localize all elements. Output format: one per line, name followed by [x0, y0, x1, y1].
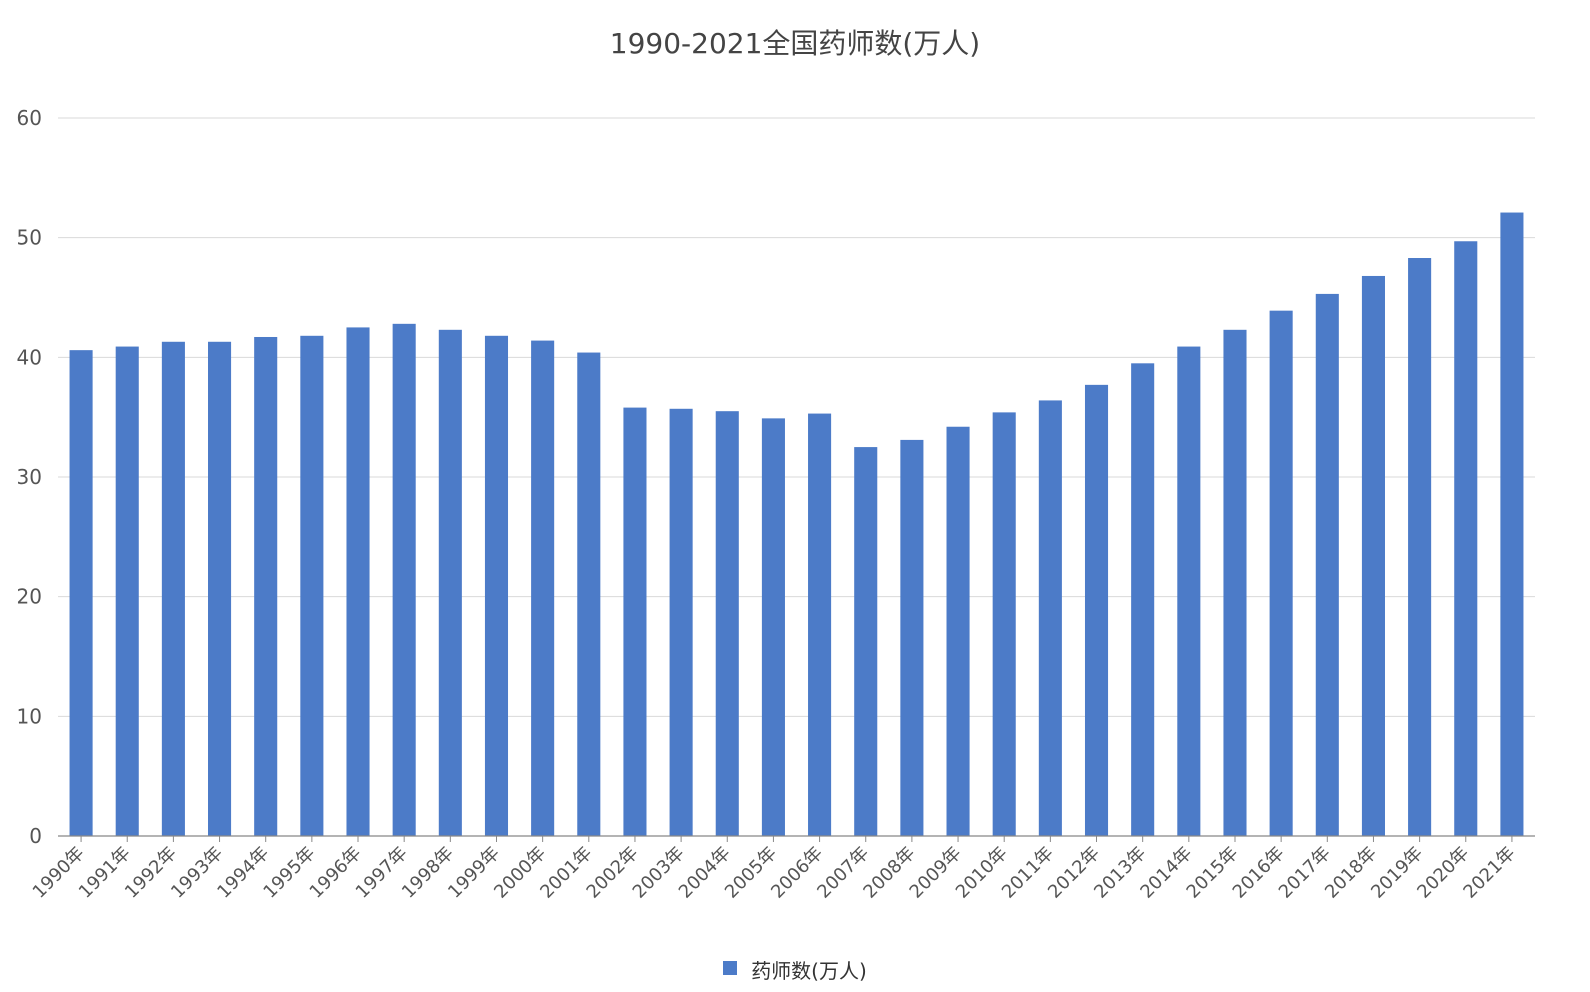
bars — [69, 212, 1524, 837]
bar[interactable] — [115, 346, 139, 836]
y-tick-label: 60 — [17, 106, 42, 130]
y-tick-label: 50 — [17, 226, 42, 250]
bar[interactable] — [531, 340, 555, 836]
legend-swatch — [723, 960, 738, 975]
bar[interactable] — [715, 411, 739, 836]
bar[interactable] — [1500, 212, 1524, 836]
bar[interactable] — [577, 352, 601, 836]
y-tick-label: 10 — [17, 704, 42, 728]
bar[interactable] — [484, 335, 509, 836]
bar[interactable] — [1454, 241, 1478, 837]
bar[interactable] — [1315, 293, 1339, 836]
bar[interactable] — [161, 341, 185, 836]
bar[interactable] — [438, 329, 462, 836]
bar[interactable] — [1269, 310, 1293, 836]
bar[interactable] — [1177, 346, 1201, 836]
bar[interactable] — [1084, 384, 1109, 836]
y-tick-label: 0 — [29, 824, 42, 848]
y-tick-label: 40 — [17, 345, 42, 369]
bar[interactable] — [69, 350, 93, 836]
bar[interactable] — [300, 335, 324, 836]
bar[interactable] — [808, 413, 832, 836]
bar[interactable] — [346, 327, 370, 836]
bar[interactable] — [1361, 275, 1385, 837]
bar[interactable] — [900, 439, 924, 836]
legend[interactable]: 药师数(万人) — [0, 955, 1590, 984]
bar[interactable] — [392, 323, 416, 836]
bar[interactable] — [669, 408, 693, 836]
bar[interactable] — [761, 418, 785, 836]
bar[interactable] — [1038, 400, 1062, 836]
legend-label: 药师数(万人) — [751, 959, 867, 983]
bar[interactable] — [854, 447, 878, 836]
gridlines — [58, 117, 1535, 717]
bar[interactable] — [208, 341, 232, 836]
bar[interactable] — [623, 407, 647, 836]
bar[interactable] — [1408, 258, 1432, 836]
bar[interactable] — [1131, 363, 1155, 836]
bar[interactable] — [946, 426, 970, 836]
chart-title: 1990-2021全国药师数(万人) — [609, 27, 981, 60]
x-tick-label: 2021年 — [1459, 843, 1519, 903]
bar[interactable] — [1223, 329, 1247, 836]
y-tick-label: 30 — [17, 465, 42, 489]
bar[interactable] — [992, 412, 1016, 836]
bar[interactable] — [254, 336, 278, 836]
y-tick-label: 20 — [17, 585, 42, 609]
